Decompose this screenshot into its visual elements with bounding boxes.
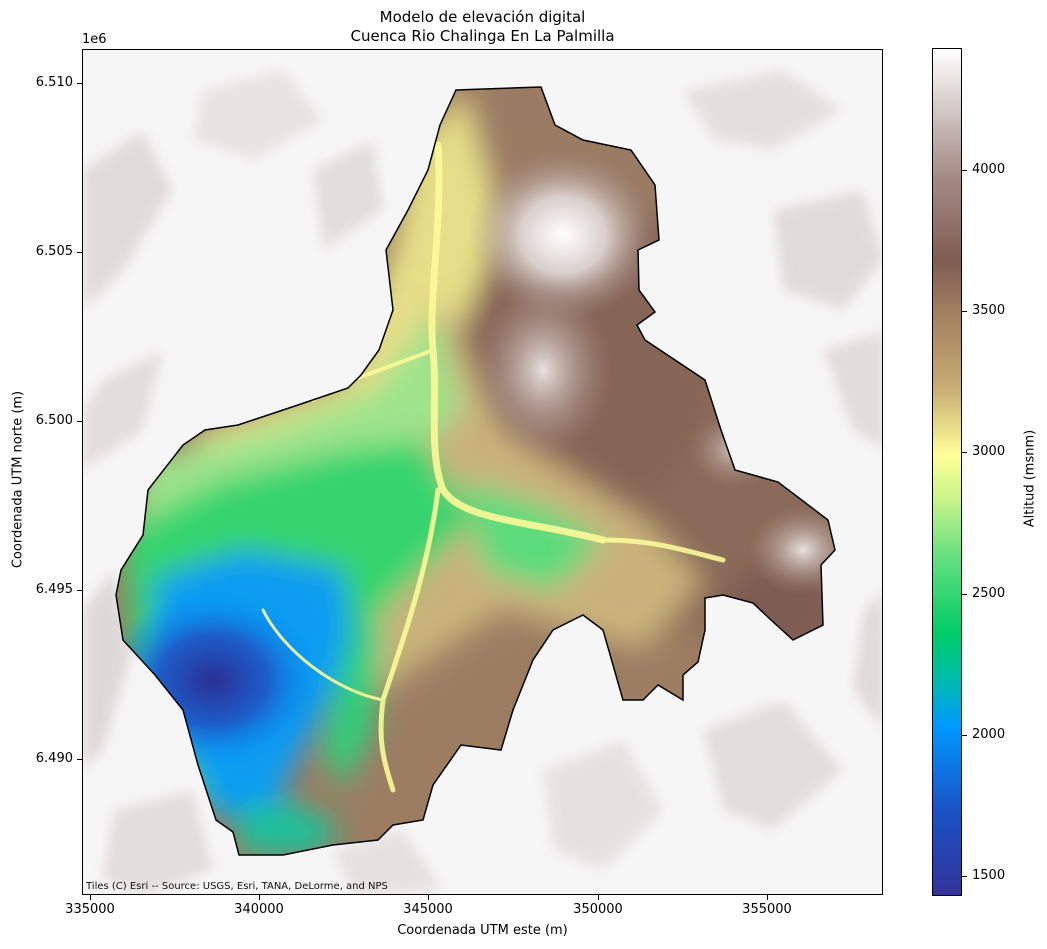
colorbar-tick-mark xyxy=(962,594,967,595)
colorbar-tick-label: 3500 xyxy=(972,303,1006,318)
x-tick-label: 345000 xyxy=(403,902,453,917)
x-tick-label: 340000 xyxy=(234,902,284,917)
y-tick-label: 6.490 xyxy=(35,751,73,766)
colorbar-tick-label: 4000 xyxy=(972,162,1006,177)
elevation-map xyxy=(83,50,882,894)
x-tick-mark xyxy=(259,895,260,900)
colorbar-tick-label: 3000 xyxy=(972,444,1006,459)
colorbar-tick-label: 2500 xyxy=(972,586,1006,601)
y-axis-label: Coordenada UTM norte (m) xyxy=(10,390,26,569)
y-tick-label: 6.510 xyxy=(35,75,73,90)
x-axis-label: Coordenada UTM este (m) xyxy=(397,923,568,938)
y-tick-label: 6.505 xyxy=(35,244,73,259)
colorbar xyxy=(932,48,962,896)
y-tick-mark xyxy=(77,759,82,760)
x-tick-mark xyxy=(428,895,429,900)
x-tick-label: 350000 xyxy=(573,902,623,917)
colorbar-tick-mark xyxy=(962,876,967,877)
x-tick-mark xyxy=(598,895,599,900)
title-line-2: Cuenca Rio Chalinga En La Palmilla xyxy=(350,27,615,45)
title-line-1: Modelo de elevación digital xyxy=(379,8,586,26)
y-tick-label: 6.500 xyxy=(35,413,73,428)
colorbar-tick-mark xyxy=(962,170,967,171)
x-tick-mark xyxy=(767,895,768,900)
basemap-hillshade xyxy=(83,70,882,894)
y-tick-mark xyxy=(77,421,82,422)
y-tick-mark xyxy=(77,590,82,591)
y-tick-mark xyxy=(77,252,82,253)
colorbar-tick-mark xyxy=(962,311,967,312)
y-tick-label: 6.495 xyxy=(35,582,73,597)
y-tick-mark xyxy=(77,83,82,84)
colorbar-tick-mark xyxy=(962,735,967,736)
map-title: Modelo de elevación digital Cuenca Rio C… xyxy=(82,8,883,46)
x-tick-label: 355000 xyxy=(742,902,792,917)
colorbar-tick-label: 1500 xyxy=(972,868,1006,883)
x-tick-label: 335000 xyxy=(65,902,115,917)
map-panel: Tiles (C) Esri -- Source: USGS, Esri, TA… xyxy=(82,49,883,895)
colorbar-tick-label: 2000 xyxy=(972,727,1006,742)
y-axis-offset-label: 1e6 xyxy=(82,32,107,47)
colorbar-label: Altitud (msnm) xyxy=(1022,429,1038,528)
x-tick-mark xyxy=(90,895,91,900)
colorbar-tick-mark xyxy=(962,452,967,453)
attribution-text: Tiles (C) Esri -- Source: USGS, Esri, TA… xyxy=(86,881,388,892)
